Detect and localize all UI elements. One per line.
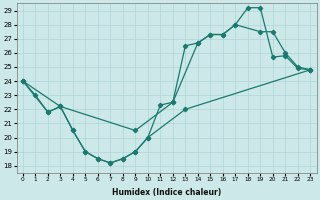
X-axis label: Humidex (Indice chaleur): Humidex (Indice chaleur) [112,188,221,197]
